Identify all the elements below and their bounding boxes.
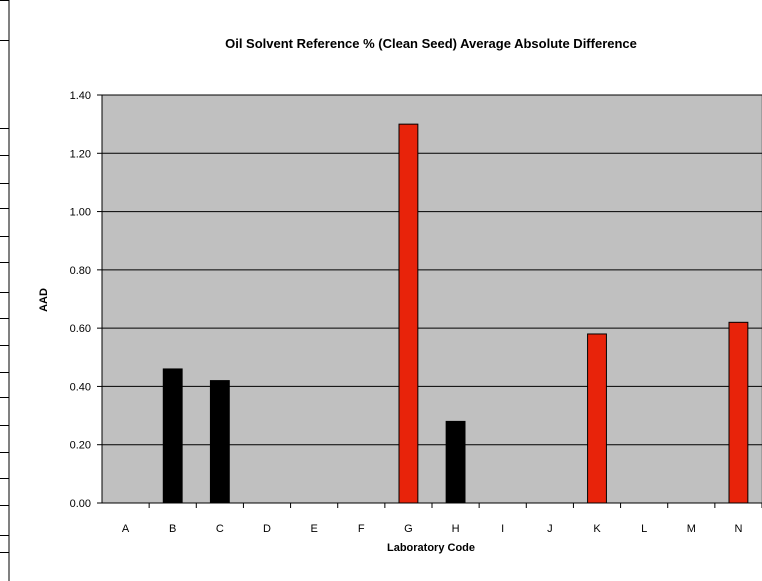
x-tick-label: H xyxy=(452,523,460,535)
x-tick-label: N xyxy=(734,523,742,535)
x-tick-label: L xyxy=(641,523,647,535)
x-tick-label: A xyxy=(122,523,130,535)
chart-title: Oil Solvent Reference % (Clean Seed) Ave… xyxy=(225,36,637,51)
bar-N xyxy=(728,321,749,504)
left-edge-table-fragment xyxy=(0,0,10,581)
x-tick-label: F xyxy=(358,523,365,535)
x-tick-label: J xyxy=(547,523,553,535)
x-tick-label: C xyxy=(216,523,224,535)
x-tick-label: E xyxy=(310,523,317,535)
y-tick-label: 0.00 xyxy=(70,498,91,510)
x-tick-label: K xyxy=(593,523,601,535)
x-tick-label: G xyxy=(404,523,413,535)
bar-C xyxy=(209,380,230,504)
x-tick-label: B xyxy=(169,523,176,535)
y-tick-label: 0.20 xyxy=(70,440,91,452)
y-tick-label: 0.40 xyxy=(70,381,91,393)
bar-G xyxy=(398,123,419,504)
y-tick-labels: 0.00 0.20 0.40 0.60 0.80 1.00 1.20 1.40 xyxy=(70,90,91,510)
plot-area xyxy=(101,94,762,504)
x-tick-label: D xyxy=(263,523,271,535)
axes xyxy=(97,94,762,508)
y-tick-label: 0.60 xyxy=(70,323,91,335)
bar-H xyxy=(445,420,466,504)
x-tick-labels: A B C D E F G H I J K L M N xyxy=(122,523,743,535)
x-tick-label: I xyxy=(501,523,504,535)
bar-K xyxy=(587,333,607,504)
bar-B xyxy=(162,368,183,504)
x-tick-label: M xyxy=(687,523,696,535)
x-axis-label: Laboratory Code xyxy=(387,542,475,554)
y-tick-label: 1.40 xyxy=(70,90,91,102)
y-tick-label: 1.20 xyxy=(70,148,91,160)
y-tick-label: 1.00 xyxy=(70,207,91,219)
y-tick-label: 0.80 xyxy=(70,265,91,277)
y-axis-label: AAD xyxy=(38,288,50,312)
